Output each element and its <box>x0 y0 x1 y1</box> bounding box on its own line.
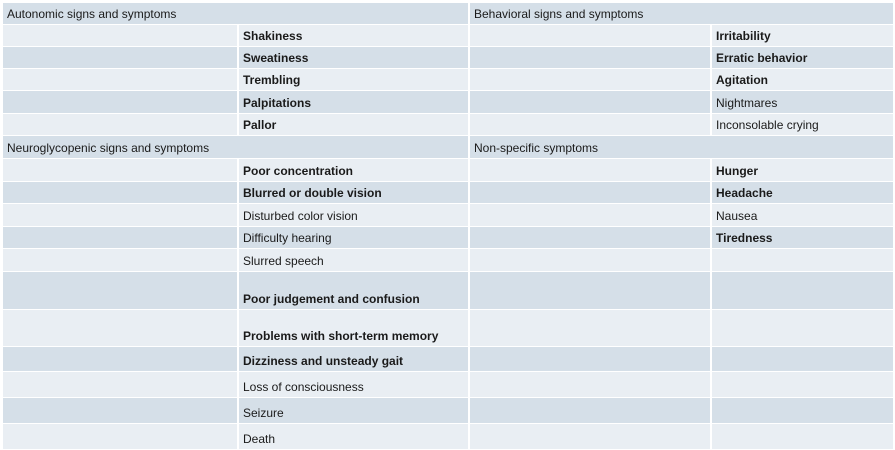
empty-cell <box>3 398 239 424</box>
symptom: Seizure <box>239 398 470 424</box>
empty-cell <box>3 372 239 398</box>
empty-cell <box>470 347 712 372</box>
symptom: Blurred or double vision <box>239 182 470 204</box>
section-title: Neuroglycopenic signs and symptoms <box>3 136 470 159</box>
section-title: Autonomic signs and symptoms <box>3 3 470 25</box>
empty-cell <box>470 310 712 347</box>
symptom: Death <box>239 424 470 450</box>
empty-cell <box>3 114 239 136</box>
symptom: Difficulty hearing <box>239 227 470 249</box>
symptom: Slurred speech <box>239 249 470 272</box>
symptom: Tiredness <box>712 227 895 249</box>
symptom: Nausea <box>712 204 895 227</box>
empty-cell <box>3 204 239 227</box>
empty-cell <box>3 310 239 347</box>
symptom: Poor judgement and confusion <box>239 272 470 310</box>
empty-cell <box>712 372 895 398</box>
empty-cell <box>3 91 239 114</box>
symptom: Hunger <box>712 159 895 182</box>
empty-cell <box>3 182 239 204</box>
empty-cell <box>3 347 239 372</box>
symptom: Sweatiness <box>239 47 470 69</box>
empty-cell <box>470 69 712 91</box>
empty-cell <box>470 91 712 114</box>
empty-cell <box>3 25 239 47</box>
symptom: Agitation <box>712 69 895 91</box>
empty-cell <box>712 424 895 450</box>
symptom: Shakiness <box>239 25 470 47</box>
empty-cell <box>3 249 239 272</box>
symptom: Inconsolable crying <box>712 114 895 136</box>
symptom: Palpitations <box>239 91 470 114</box>
section-title: Behavioral signs and symptoms <box>470 3 895 25</box>
empty-cell <box>3 227 239 249</box>
empty-cell <box>712 398 895 424</box>
empty-cell <box>470 372 712 398</box>
empty-cell <box>3 159 239 182</box>
symptom: Trembling <box>239 69 470 91</box>
empty-cell <box>470 398 712 424</box>
empty-cell <box>470 25 712 47</box>
symptom: Nightmares <box>712 91 895 114</box>
empty-cell <box>3 424 239 450</box>
section-title: Non-specific symptoms <box>470 136 895 159</box>
empty-cell <box>3 47 239 69</box>
symptom: Headache <box>712 182 895 204</box>
symptom: Loss of consciousness <box>239 372 470 398</box>
empty-cell <box>3 69 239 91</box>
symptom: Pallor <box>239 114 470 136</box>
empty-cell <box>470 227 712 249</box>
empty-cell <box>470 249 712 272</box>
empty-cell <box>712 272 895 310</box>
empty-cell <box>3 272 239 310</box>
symptom: Poor concentration <box>239 159 470 182</box>
symptom: Erratic behavior <box>712 47 895 69</box>
empty-cell <box>470 182 712 204</box>
empty-cell <box>470 424 712 450</box>
empty-cell <box>712 310 895 347</box>
empty-cell <box>470 272 712 310</box>
symptom: Irritability <box>712 25 895 47</box>
empty-cell <box>470 204 712 227</box>
empty-cell <box>470 159 712 182</box>
empty-cell <box>470 114 712 136</box>
empty-cell <box>712 249 895 272</box>
empty-cell <box>712 347 895 372</box>
symptom: Dizziness and unsteady gait <box>239 347 470 372</box>
symptom: Problems with short-term memory <box>239 310 470 347</box>
empty-cell <box>470 47 712 69</box>
symptom: Disturbed color vision <box>239 204 470 227</box>
